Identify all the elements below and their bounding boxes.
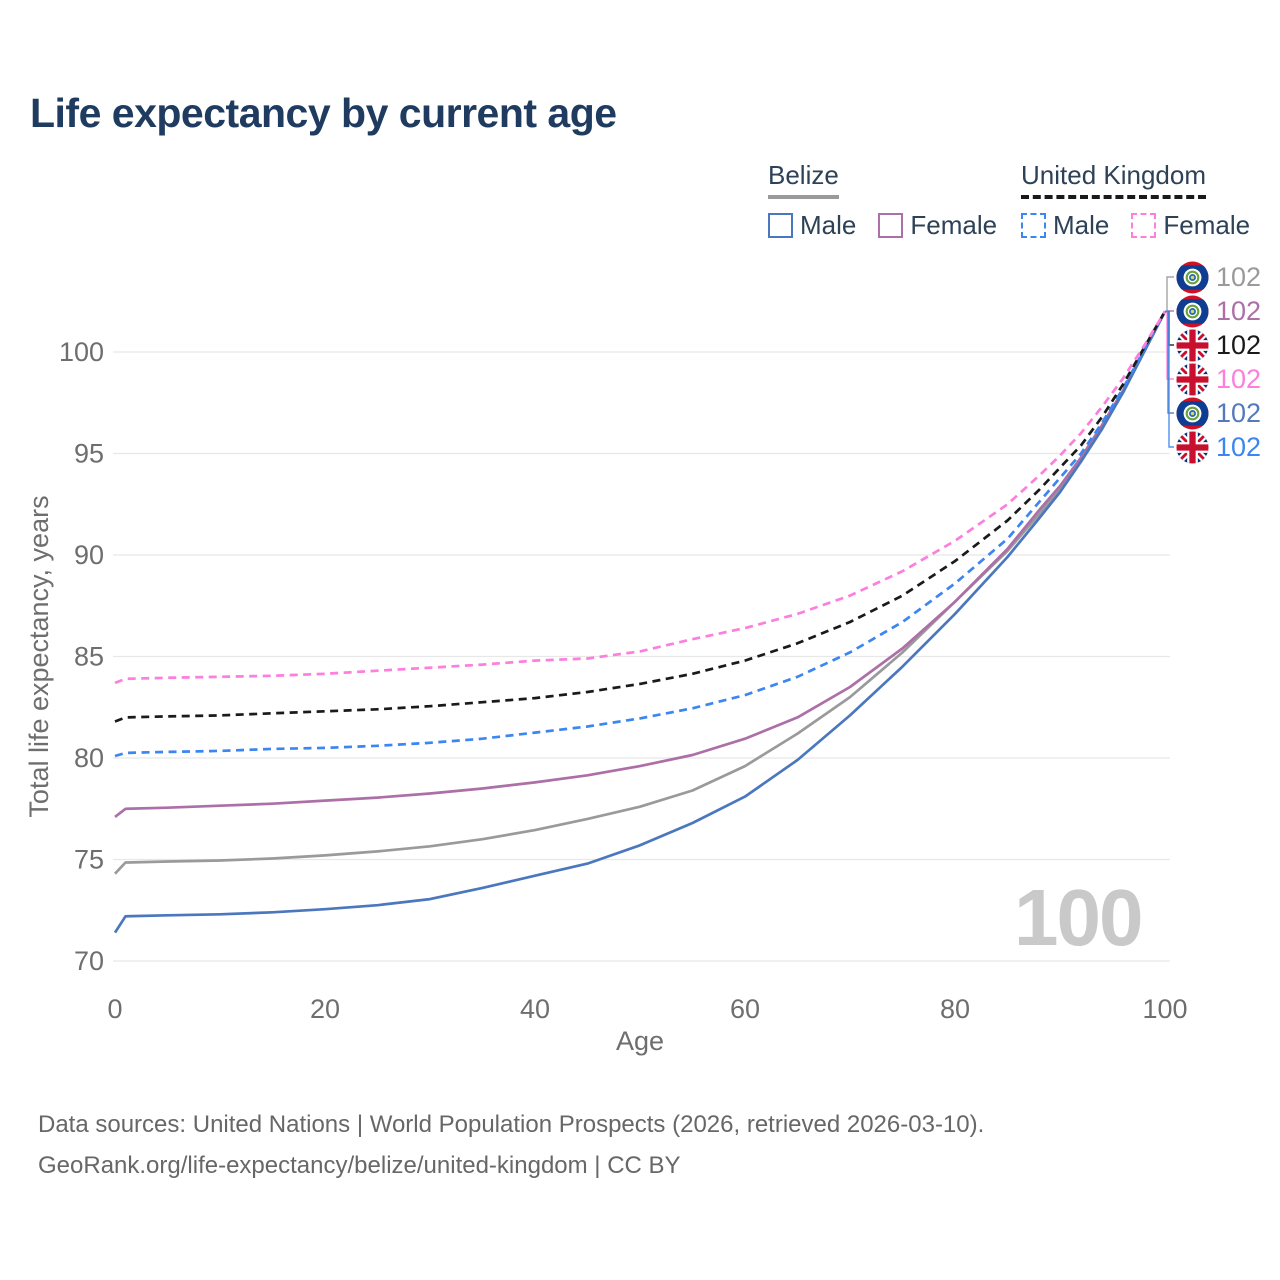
end-value-belize-total: 102 [1216, 261, 1262, 292]
legend-item-label: Male [1053, 210, 1110, 240]
page-title: Life expectancy by current age [30, 90, 617, 136]
end-label-connector [1165, 276, 1174, 313]
y-tick-label: 70 [74, 946, 104, 976]
end-value-uk-male: 102 [1216, 431, 1262, 462]
belize-female-swatch-icon [878, 213, 904, 238]
belize-flag-icon [1176, 260, 1209, 294]
legend-item-label: Female [910, 210, 998, 240]
y-tick-label: 80 [74, 743, 104, 773]
footer-line-1: Data sources: United Nations | World Pop… [38, 1111, 985, 1138]
legend-item-belize-male[interactable]: Male [768, 210, 856, 241]
footer-line-2: GeoRank.org/life-expectancy/belize/unite… [38, 1152, 681, 1179]
legend-header-united-kingdom[interactable]: United Kingdom [1021, 160, 1206, 199]
uk-flag-icon [1176, 328, 1209, 362]
uk-female-swatch-icon [1131, 213, 1157, 238]
end-label-uk-total: 102 [1176, 328, 1261, 362]
series-line-united-kingdom-female [114, 310, 1167, 685]
end-value-uk-total: 102 [1216, 329, 1262, 360]
uk-flag-icon [1176, 362, 1209, 396]
x-tick-label: 40 [520, 994, 550, 1024]
series-line-united-kingdom-both-sexes [114, 310, 1167, 723]
uk-flag-icon [1176, 430, 1209, 464]
legend-header-belize[interactable]: Belize [768, 160, 839, 199]
y-tick-label: 85 [74, 642, 104, 672]
age-counter-watermark: 100 [1014, 873, 1143, 962]
legend-item-uk-female[interactable]: Female [1131, 210, 1250, 241]
series-line-belize-both-sexes [114, 310, 1167, 875]
legend-group-belize: Belize Male Female [768, 160, 997, 241]
legend-item-label: Female [1163, 210, 1251, 240]
x-tick-label: 20 [310, 994, 340, 1024]
end-label-belize-total: 102 [1176, 260, 1261, 294]
y-tick-label: 95 [74, 439, 104, 469]
end-label-belize-male: 102 [1176, 396, 1261, 430]
x-tick-label: 60 [730, 994, 760, 1024]
legend-item-label: Male [800, 210, 857, 240]
series-line-belize-male [113, 310, 1167, 934]
data-sources-footer: Data sources: United Nations | World Pop… [38, 1104, 984, 1186]
y-axis-title: Total life expectancy, years [24, 495, 54, 817]
end-value-uk-female: 102 [1216, 363, 1262, 394]
x-tick-label: 80 [940, 994, 970, 1024]
legend-item-belize-female[interactable]: Female [878, 210, 997, 241]
end-label-connector [1165, 310, 1174, 448]
legend-group-united-kingdom: United Kingdom Male Female [1021, 160, 1250, 241]
end-label-uk-male: 102 [1176, 430, 1261, 464]
end-value-belize-male: 102 [1216, 397, 1262, 428]
end-value-belize-female: 102 [1216, 295, 1262, 326]
x-axis-title: Age [616, 1026, 664, 1056]
y-tick-label: 75 [74, 845, 104, 875]
y-tick-label: 100 [59, 337, 104, 367]
x-tick-label: 0 [107, 994, 122, 1024]
end-label-belize-female: 102 [1176, 294, 1261, 328]
series-line-belize-female [114, 310, 1167, 818]
uk-male-swatch-icon [1021, 213, 1046, 238]
end-label-uk-female: 102 [1176, 362, 1261, 396]
belize-male-swatch-icon [768, 213, 793, 238]
legend-item-uk-male[interactable]: Male [1021, 210, 1109, 241]
belize-flag-icon [1176, 294, 1209, 328]
x-tick-label: 100 [1142, 994, 1187, 1024]
series-line-united-kingdom-male [114, 310, 1167, 758]
y-tick-label: 90 [74, 540, 104, 570]
belize-flag-icon [1176, 396, 1209, 430]
